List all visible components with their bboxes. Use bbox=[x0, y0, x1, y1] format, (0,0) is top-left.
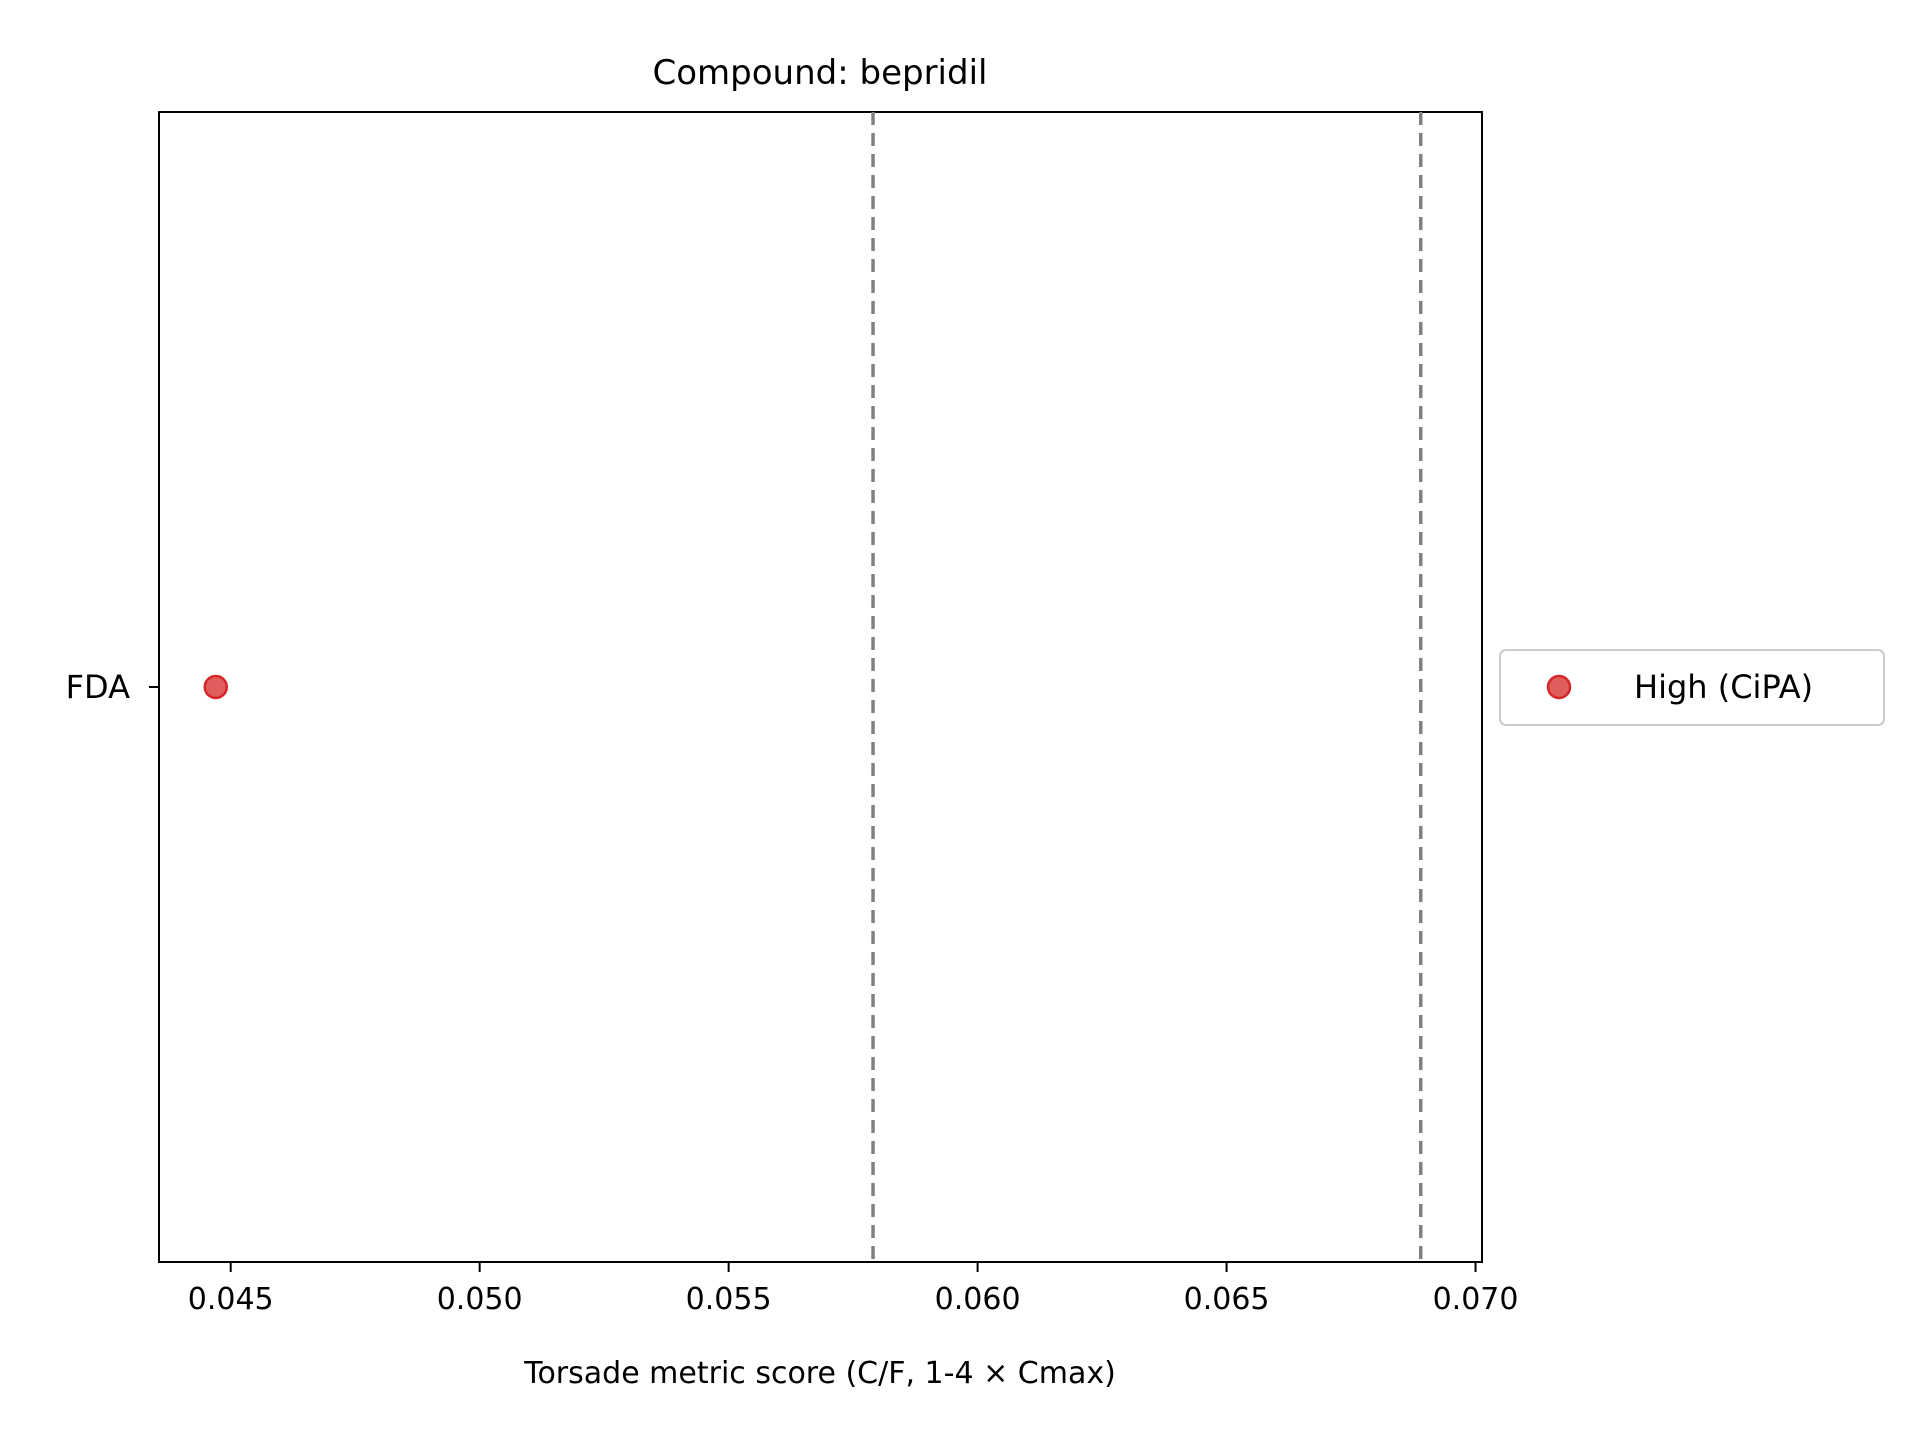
x-tick-label: 0.055 bbox=[686, 1282, 772, 1317]
data-points bbox=[203, 674, 229, 700]
plot-area bbox=[158, 111, 1483, 1263]
legend-label: High (CiPA) bbox=[1634, 668, 1813, 706]
y-axis-ticks: FDA bbox=[66, 668, 159, 706]
x-tick-label: 0.045 bbox=[188, 1282, 274, 1317]
legend: High (CiPA) bbox=[1499, 649, 1885, 726]
x-tick-label: 0.065 bbox=[1184, 1282, 1270, 1317]
legend-marker bbox=[1546, 674, 1572, 700]
x-tick-label: 0.070 bbox=[1433, 1282, 1519, 1317]
x-axis-ticks: 0.045 0.050 0.055 0.060 0.065 0.070 bbox=[188, 1262, 1519, 1317]
legend-box bbox=[1499, 649, 1885, 726]
x-axis-label: Torsade metric score (C/F, 1-4 × Cmax) bbox=[523, 1356, 1116, 1391]
y-tick-label: FDA bbox=[66, 668, 130, 706]
x-tick-label: 0.050 bbox=[437, 1282, 523, 1317]
chart-title: Compound: bepridil bbox=[653, 53, 988, 93]
reference-lines bbox=[871, 112, 1423, 1262]
x-tick-label: 0.060 bbox=[935, 1282, 1021, 1317]
data-point bbox=[203, 674, 229, 700]
